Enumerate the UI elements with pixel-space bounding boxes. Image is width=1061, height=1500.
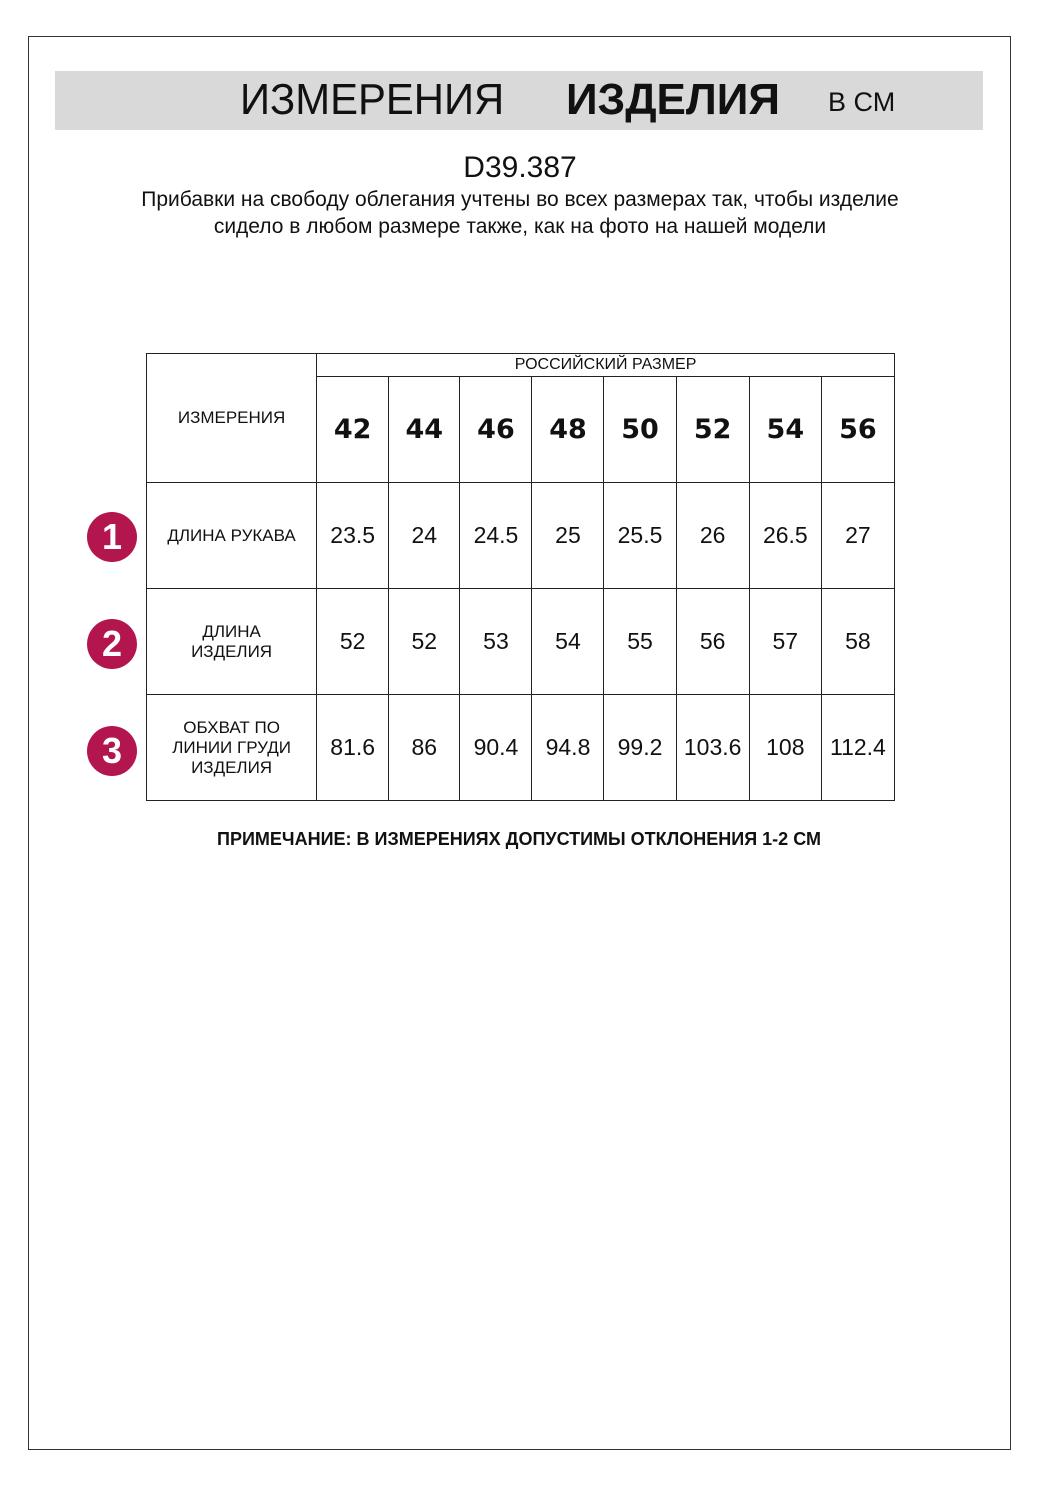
cell-value: 27 [820,482,896,589]
cell-value: 24.5 [459,482,533,589]
cell-value: 86 [388,694,461,801]
size-header: 56 [820,376,896,483]
note: ПРИМЕЧАНИЕ: В ИЗМЕРЕНИЯХ ДОПУСТИМЫ ОТКЛО… [217,829,821,849]
table-row: ДЛИНА ИЗДЕЛИЯ 52 52 53 54 55 56 57 58 [145,588,896,695]
cell-value: 26.5 [748,482,822,589]
size-table: ИЗМЕРЕНИЯ РОССИЙСКИЙ РАЗМЕР 42 44 46 48 50 52… [145,353,896,801]
cell-value: 94.8 [531,694,605,801]
table-row: ОБХВАТ ПО ЛИНИИ ГРУДИ ИЗДЕЛИЯ 81.6 86 90.4 9… [145,694,896,801]
size-header: 48 [531,376,605,483]
cell-value: 56 [675,588,750,695]
cell-value: 25 [531,482,605,589]
cell-value: 103.6 [675,694,750,801]
page-frame [28,36,1011,1450]
size-header: 52 [675,376,750,483]
cell-value: 81.6 [316,694,390,801]
row-number-badge: 2 [87,619,137,669]
sizes-row: 42 44 46 48 50 52 54 56 [147,376,896,483]
row-number-badge: 1 [87,512,137,562]
cell-value: 25.5 [603,482,677,589]
row-label: ОБХВАТ ПО ЛИНИИ ГРУДИ ИЗДЕЛИЯ [145,694,318,801]
row-number-badge: 3 [87,726,137,776]
cell-value: 52 [316,588,390,695]
size-header: 50 [603,376,677,483]
cell-value: 58 [820,588,896,695]
title-regular: ИЗМЕРЕНИЯ [240,75,505,124]
cell-value: 54 [531,588,605,695]
size-header: 54 [748,376,822,483]
cell-value: 99.2 [603,694,677,801]
table-row: ДЛИНА РУКАВА 23.5 24 24.5 25 25.5 26 26.5 27 [145,482,896,589]
cell-value: 57 [748,588,822,695]
size-header: 44 [388,376,461,483]
article-code: D39.387 [463,151,577,184]
cell-value: 52 [388,588,461,695]
title-bold: ИЗДЕЛИЯ [566,75,781,124]
size-header: 46 [459,376,533,483]
header-band [55,71,983,130]
cell-value: 112.4 [820,694,896,801]
cell-value: 108 [748,694,822,801]
cell-value: 24 [388,482,461,589]
group-header: РОССИЙСКИЙ РАЗМЕР [316,353,895,377]
size-header: 42 [316,376,390,483]
row-label: ДЛИНА ИЗДЕЛИЯ [145,588,318,695]
cell-value: 55 [603,588,677,695]
unit-label: В СМ [828,87,896,117]
description: Прибавки на свободу облегания учтены во … [141,188,899,238]
cell-value: 53 [459,588,533,695]
cell-value: 26 [675,482,750,589]
cell-value: 90.4 [459,694,533,801]
row-label: ДЛИНА РУКАВА [145,482,318,589]
cell-value: 23.5 [316,482,390,589]
corner-header: ИЗМЕРЕНИЯ [145,353,318,483]
